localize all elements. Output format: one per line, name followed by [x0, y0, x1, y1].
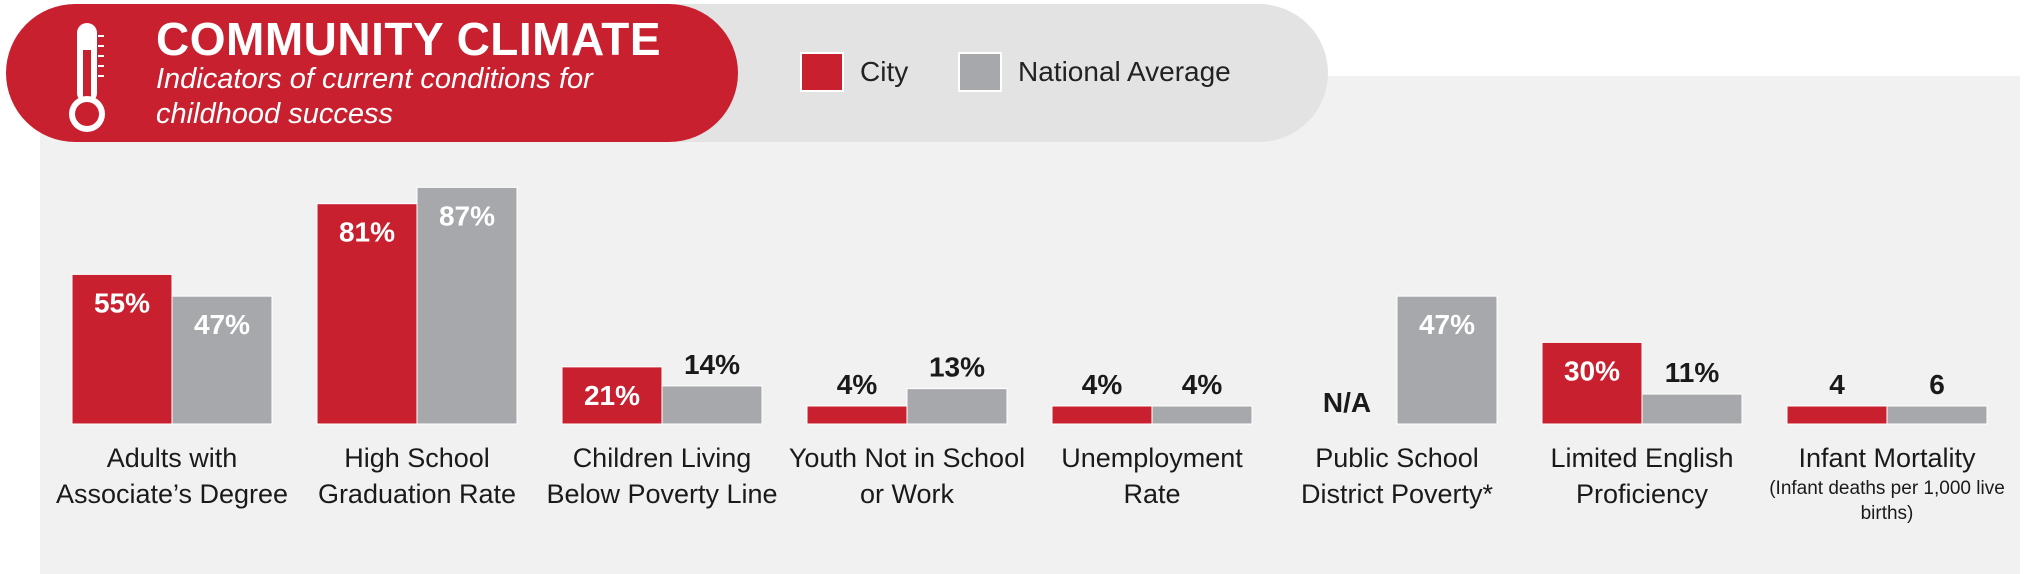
bar-city-8 [1786, 405, 1888, 425]
value-label-national-average-1: 47% [194, 309, 250, 340]
legend-swatch-national [958, 52, 1002, 92]
value-label-city-8: 4 [1829, 369, 1845, 400]
bar-national-average-8 [1886, 405, 1988, 425]
thermometer-icon [69, 23, 105, 132]
value-label-city-2: 81% [339, 217, 395, 248]
category-label-6: Public School District Poverty* [1300, 443, 1494, 509]
category-label-4: Youth Not in School or Work [788, 443, 1026, 509]
category-label-8: Infant Mortality [1798, 443, 1976, 473]
header-banner: COMMUNITY CLIMATE Indicators of current … [6, 4, 738, 142]
category-label-5: Unemployment Rate [1061, 443, 1243, 509]
bar-national-average-5 [1151, 405, 1253, 425]
bar-national-average-1 [171, 295, 273, 425]
category-label-7: Limited English Proficiency [1550, 443, 1734, 509]
bar-city-2 [316, 203, 418, 425]
bar-city-3 [561, 366, 663, 425]
value-label-national-average-3: 14% [684, 349, 740, 380]
value-label-national-average-6: 47% [1419, 309, 1475, 340]
value-label-city-7: 30% [1564, 355, 1620, 386]
value-label-city-1: 55% [94, 287, 150, 318]
bar-city-1 [71, 273, 173, 425]
chart-title: COMMUNITY CLIMATE [156, 13, 662, 65]
value-label-national-average-8: 6 [1929, 369, 1945, 400]
legend-swatch-city [800, 52, 844, 92]
category-label-2: High School Graduation Rate [317, 443, 517, 509]
bar-national-average-6 [1396, 295, 1498, 425]
category-label-1: Adults with Associate’s Degree [55, 443, 289, 509]
value-label-city-4: 4% [837, 369, 878, 400]
category-note-8: (Infant deaths per 1,000 live births) [1769, 478, 2005, 524]
bar-national-average-2 [416, 186, 518, 425]
legend-label-city: City [860, 56, 909, 87]
value-label-national-average-4: 13% [929, 352, 985, 383]
value-label-city-5: 4% [1082, 369, 1123, 400]
bar-city-4 [806, 405, 908, 425]
bar-city-5 [1051, 405, 1153, 425]
value-label-national-average-5: 4% [1182, 369, 1223, 400]
bar-national-average-7 [1641, 393, 1743, 425]
chart-subtitle: Indicators of current conditions for chi… [156, 63, 593, 130]
category-label-3: Children Living Below Poverty Line [546, 443, 778, 509]
value-label-city-3: 21% [584, 380, 640, 411]
legend-label-national: National Average [1018, 56, 1231, 87]
value-label-national-average-2: 87% [439, 200, 495, 231]
bar-national-average-4 [906, 388, 1008, 425]
bar-city-7 [1541, 341, 1643, 425]
legend-item-national: National Average [958, 52, 1231, 92]
value-label-national-average-7: 11% [1665, 357, 1720, 388]
legend-item-city: City [800, 52, 908, 92]
bar-national-average-3 [661, 385, 763, 425]
value-label-city-6: N/A [1323, 387, 1371, 418]
